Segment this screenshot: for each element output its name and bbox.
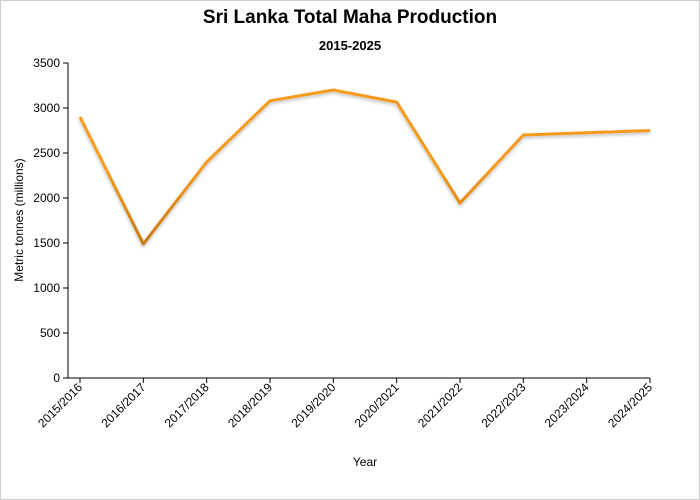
x-tick-label: 2023/2024 (542, 380, 592, 430)
x-tick-label: 2016/2017 (98, 380, 148, 430)
x-tick-label: 2018/2019 (225, 380, 275, 430)
y-tick-label: 2500 (33, 146, 60, 160)
x-tick-label: 2021/2022 (415, 380, 465, 430)
x-tick-label: 2019/2020 (288, 380, 338, 430)
series-line (78, 88, 651, 246)
chart-title: Sri Lanka Total Maha Production (202, 7, 498, 28)
x-tick-label: 2022/2023 (478, 380, 528, 430)
y-tick-label: 0 (53, 371, 60, 385)
y-tick-label: 3500 (33, 56, 60, 70)
x-tick-label: 2017/2018 (162, 380, 212, 430)
y-tick-label: 1000 (33, 281, 60, 295)
y-axis-label: Metric tonnes (millions) (12, 158, 26, 281)
y-tick-label: 1500 (33, 236, 60, 250)
y-tick-label: 3000 (33, 101, 60, 115)
x-axis-label: Year (353, 455, 377, 469)
x-tick-label: 2020/2021 (352, 380, 402, 430)
x-tick-label: 2024/2025 (605, 380, 655, 430)
x-tick-label: 2015/2016 (35, 380, 85, 430)
chart-subtitle: 2015-2025 (318, 38, 382, 53)
y-tick-label: 2000 (33, 191, 60, 205)
y-tick-label: 500 (40, 326, 60, 340)
